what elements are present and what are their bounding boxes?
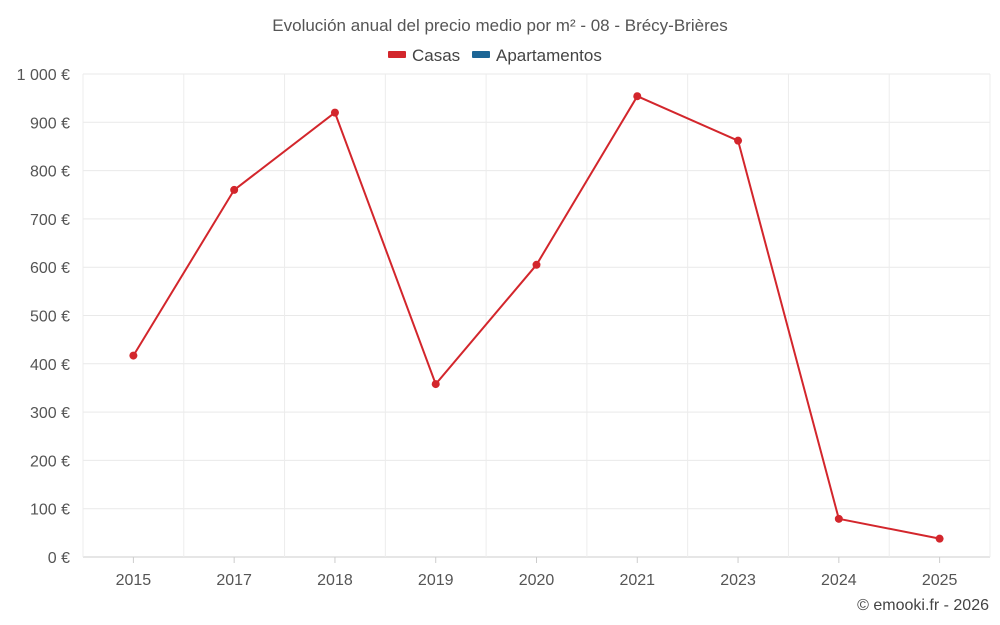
legend-item-casas[interactable]: Casas bbox=[388, 46, 460, 65]
y-tick-label: 100 € bbox=[30, 502, 70, 519]
y-tick-label: 1 000 € bbox=[17, 67, 70, 84]
x-tick-label: 2021 bbox=[619, 572, 655, 589]
credit-text: © emooki.fr - 2026 bbox=[857, 597, 989, 614]
x-tick-label: 2023 bbox=[720, 572, 756, 589]
x-tick-label: 2020 bbox=[519, 572, 555, 589]
legend-label-apartamentos: Apartamentos bbox=[496, 46, 602, 65]
y-tick-label: 600 € bbox=[30, 260, 70, 277]
data-point-casas[interactable] bbox=[935, 534, 944, 543]
data-point-casas[interactable] bbox=[834, 514, 843, 523]
data-point-casas[interactable] bbox=[532, 260, 541, 269]
data-point-casas[interactable] bbox=[330, 108, 339, 117]
chart-title: Evolución anual del precio medio por m² … bbox=[272, 16, 727, 35]
y-tick-label: 800 € bbox=[30, 164, 70, 181]
y-tick-label: 900 € bbox=[30, 115, 70, 132]
legend: Casas Apartamentos bbox=[388, 46, 602, 65]
grid bbox=[82, 73, 991, 558]
x-axis-ticks: 2015 2017 2018 2019 2020 2021 2023 2024 2025 bbox=[116, 557, 958, 589]
legend-label-casas: Casas bbox=[412, 46, 460, 65]
data-point-casas[interactable] bbox=[129, 351, 138, 360]
x-tick-label: 2017 bbox=[216, 572, 252, 589]
legend-swatch-apartamentos bbox=[472, 51, 490, 58]
y-axis-ticks: 0 € 100 € 200 € 300 € 400 € 500 € 600 € 700 € 80… bbox=[17, 67, 70, 567]
x-tick-label: 2015 bbox=[116, 572, 152, 589]
data-point-casas[interactable] bbox=[633, 92, 642, 101]
x-tick-label: 2018 bbox=[317, 572, 353, 589]
data-point-casas[interactable] bbox=[230, 185, 239, 194]
legend-swatch-casas bbox=[388, 51, 406, 58]
data-point-casas[interactable] bbox=[734, 136, 743, 145]
y-tick-label: 0 € bbox=[48, 550, 70, 567]
series-line-casas bbox=[132, 95, 940, 540]
x-tick-label: 2019 bbox=[418, 572, 454, 589]
series-layer bbox=[129, 92, 944, 543]
data-point-casas[interactable] bbox=[431, 380, 440, 389]
legend-item-apartamentos[interactable]: Apartamentos bbox=[472, 46, 602, 65]
x-tick-label: 2024 bbox=[821, 572, 857, 589]
y-tick-label: 700 € bbox=[30, 212, 70, 229]
x-tick-label: 2025 bbox=[922, 572, 958, 589]
y-tick-label: 200 € bbox=[30, 453, 70, 470]
y-tick-label: 300 € bbox=[30, 405, 70, 422]
y-tick-label: 500 € bbox=[30, 309, 70, 326]
y-tick-label: 400 € bbox=[30, 357, 70, 374]
